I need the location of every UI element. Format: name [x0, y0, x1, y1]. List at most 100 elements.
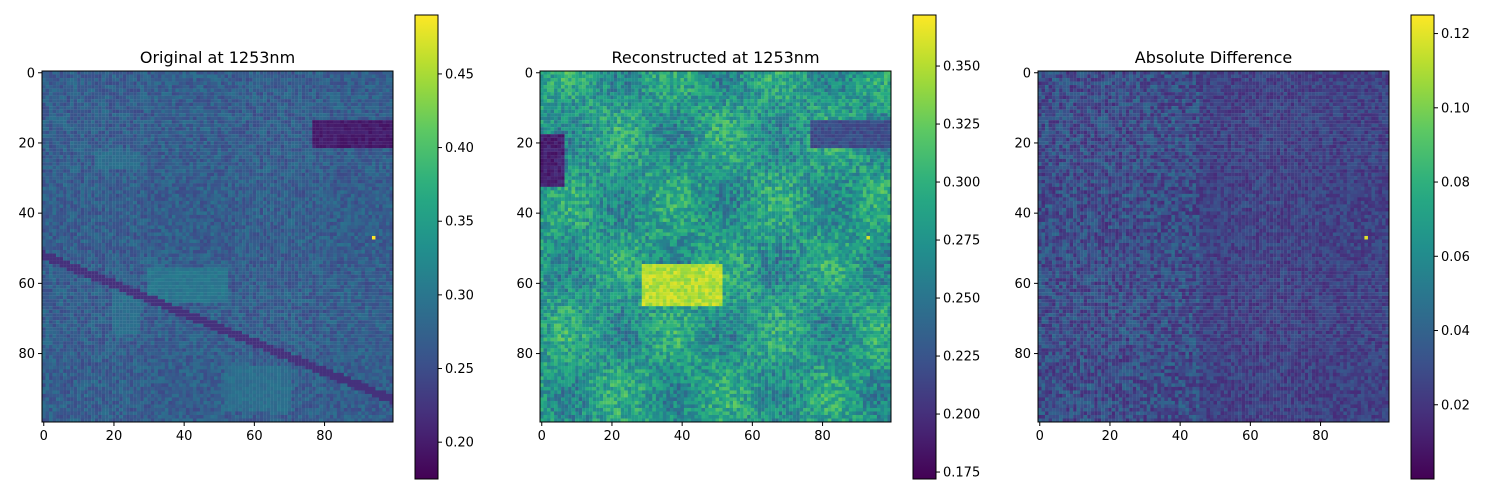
heatmap-cell — [186, 138, 190, 142]
heatmap-cell — [323, 134, 327, 138]
heatmap-cell — [98, 243, 102, 247]
heatmap-cell — [368, 218, 372, 222]
heatmap-cell — [326, 141, 330, 145]
heatmap-cell — [214, 148, 218, 152]
heatmap-cell — [295, 201, 299, 205]
heatmap-cell — [98, 96, 102, 100]
heatmap-cell — [361, 78, 365, 82]
heatmap-cell — [239, 187, 243, 191]
heatmap-cell — [298, 134, 302, 138]
heatmap-cell — [109, 82, 113, 86]
heatmap-cell — [246, 222, 250, 226]
heatmap-cell — [158, 190, 162, 194]
heatmap-cell — [358, 145, 362, 149]
heatmap-cell — [319, 159, 323, 163]
heatmap-cell — [358, 148, 362, 152]
heatmap-cell — [295, 204, 299, 208]
heatmap-cell — [228, 110, 232, 114]
heatmap-cell — [63, 239, 67, 243]
heatmap-cell — [56, 194, 60, 198]
heatmap-cell — [358, 96, 362, 100]
heatmap-cell — [246, 152, 250, 156]
heatmap-cell — [189, 218, 193, 222]
heatmap-cell — [81, 225, 85, 229]
heatmap-cell — [256, 92, 260, 96]
heatmap-cell — [239, 204, 243, 208]
heatmap-cell — [168, 92, 172, 96]
heatmap-cell — [225, 71, 229, 75]
heatmap-cell — [218, 204, 222, 208]
heatmap-cell — [302, 194, 306, 198]
heatmap-cell — [309, 201, 313, 205]
heatmap-cell — [193, 134, 197, 138]
heatmap-cell — [60, 89, 64, 93]
heatmap-cell — [102, 141, 106, 145]
heatmap-cell — [344, 215, 348, 219]
heatmap-cell — [154, 138, 158, 142]
heatmap-cell — [42, 92, 46, 96]
heatmap-cell — [312, 138, 316, 142]
heatmap-cell — [91, 71, 95, 75]
heatmap-cell — [154, 190, 158, 194]
heatmap-cell — [333, 89, 337, 93]
heatmap-cell — [102, 138, 106, 142]
heatmap-cell — [172, 187, 176, 191]
heatmap-cell — [161, 243, 165, 247]
heatmap-cell — [77, 152, 81, 156]
heatmap-cell — [137, 148, 141, 152]
heatmap-cell — [210, 96, 214, 100]
heatmap-cell — [305, 99, 309, 103]
heatmap-cell — [91, 187, 95, 191]
heatmap-cell — [221, 127, 225, 131]
heatmap-cell — [186, 127, 190, 131]
heatmap-cell — [344, 92, 348, 96]
heatmap-cell — [200, 145, 204, 149]
heatmap-cell — [133, 180, 137, 184]
heatmap-cell — [274, 127, 278, 131]
heatmap-cell — [326, 103, 330, 107]
heatmap-cell — [168, 131, 172, 135]
heatmap-cell — [295, 120, 299, 124]
heatmap-cell — [312, 148, 316, 152]
heatmap-cell — [200, 183, 204, 187]
heatmap-cell — [147, 117, 151, 121]
heatmap-cell — [326, 159, 330, 163]
heatmap-cell — [232, 239, 236, 243]
heatmap-cell — [161, 148, 165, 152]
heatmap-cell — [386, 134, 390, 138]
heatmap-cell — [326, 215, 330, 219]
heatmap-cell — [56, 99, 60, 103]
heatmap-cell — [214, 110, 218, 114]
heatmap-cell — [53, 106, 57, 110]
heatmap-cell — [182, 134, 186, 138]
heatmap-cell — [274, 89, 278, 93]
heatmap-cell — [67, 208, 71, 212]
heatmap-cell — [147, 204, 151, 208]
heatmap-cell — [295, 96, 299, 100]
heatmap-cell — [196, 225, 200, 229]
heatmap-cell — [126, 187, 130, 191]
heatmap-cell — [133, 166, 137, 170]
heatmap-cell — [316, 229, 320, 233]
heatmap-cell — [242, 187, 246, 191]
heatmap-cell — [326, 99, 330, 103]
heatmap-cell — [235, 141, 239, 145]
heatmap-cell — [207, 180, 211, 184]
heatmap-cell — [382, 78, 386, 82]
heatmap-cell — [340, 208, 344, 212]
heatmap-cell — [186, 103, 190, 107]
heatmap-cell — [337, 85, 341, 89]
heatmap-cell — [168, 225, 172, 229]
heatmap-cell — [56, 166, 60, 170]
heatmap-cell — [323, 243, 327, 247]
heatmap-cell — [182, 82, 186, 86]
heatmap-cell — [323, 236, 327, 240]
heatmap-cell — [193, 236, 197, 240]
heatmap-cell — [386, 208, 390, 212]
heatmap-cell — [112, 239, 116, 243]
heatmap-cell — [200, 152, 204, 156]
heatmap-cell — [316, 169, 320, 173]
heatmap-cell — [42, 176, 46, 180]
heatmap-cell — [123, 197, 127, 201]
heatmap-cell — [319, 215, 323, 219]
